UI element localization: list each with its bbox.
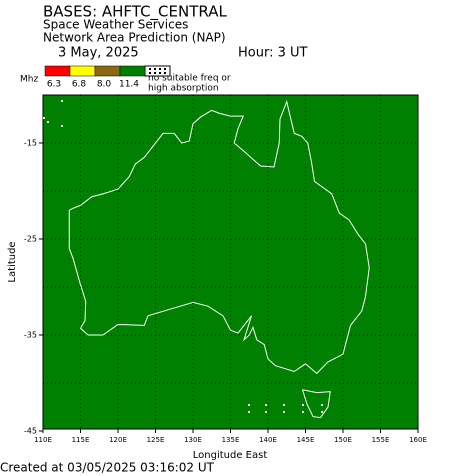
- legend-unit: Mhz: [20, 75, 38, 85]
- legend-dots: [149, 68, 166, 74]
- legend-threshold: 11.4: [119, 80, 139, 90]
- y-tick-label: -35: [24, 331, 37, 340]
- no-freq-dot: [283, 411, 285, 413]
- legend-note: no suitable freq or: [148, 74, 231, 84]
- footer: Created at 03/05/2025 03:16:02 UT: [0, 461, 215, 475]
- no-freq-dot: [302, 411, 304, 413]
- coastline: [302, 389, 331, 419]
- no-freq-dot: [61, 125, 63, 127]
- x-tick-label: 115E: [72, 436, 90, 444]
- no-freq-dot: [302, 404, 304, 406]
- legend-swatch: [94, 65, 121, 77]
- x-tick-label: 155E: [372, 436, 390, 444]
- no-freq-dot: [47, 121, 49, 123]
- x-tick-label: 135E: [222, 436, 240, 444]
- legend-threshold: 6.3: [47, 80, 61, 90]
- x-tick-label: 145E: [297, 436, 315, 444]
- legend-note: high absorption: [148, 84, 219, 94]
- no-freq-dot: [265, 404, 267, 406]
- y-axis-label: Latitude: [7, 241, 18, 282]
- y-tick-label: -15: [24, 139, 37, 148]
- x-tick-label: 150E: [334, 436, 352, 444]
- no-freq-dot: [283, 404, 285, 406]
- x-tick-label: 140E: [259, 436, 277, 444]
- legend-swatch: [44, 65, 71, 77]
- x-tick-label: 160E: [409, 436, 427, 444]
- no-freq-dot: [61, 100, 63, 102]
- subtitle: Space Weather Services: [43, 18, 188, 32]
- no-freq-dot: [248, 411, 250, 413]
- y-tick-label: -25: [24, 235, 37, 244]
- legend-swatch: [119, 65, 146, 77]
- no-freq-dot: [321, 404, 323, 406]
- subtitle: Network Area Prediction (NAP): [43, 31, 226, 45]
- y-tick-label: -45: [24, 427, 37, 436]
- title: BASES: AHFTC_CENTRAL: [43, 3, 227, 22]
- coastline: [68, 100, 370, 375]
- legend-threshold: 6.8: [72, 80, 87, 90]
- legend-threshold: 8.0: [97, 80, 112, 90]
- x-axis-label: Longitude East: [193, 450, 268, 461]
- no-freq-dot: [43, 117, 45, 119]
- no-freq-dot: [248, 404, 250, 406]
- hour: Hour: 3 UT: [238, 46, 308, 61]
- no-freq-dot: [265, 411, 267, 413]
- x-tick-label: 110E: [34, 436, 52, 444]
- x-tick-label: 120E: [109, 436, 127, 444]
- map-background: [42, 94, 419, 430]
- no-freq-dot: [321, 411, 323, 413]
- legend-swatch: [69, 65, 96, 77]
- x-tick-label: 130E: [184, 436, 202, 444]
- date: 3 May, 2025: [58, 46, 139, 61]
- x-tick-label: 125E: [147, 436, 165, 444]
